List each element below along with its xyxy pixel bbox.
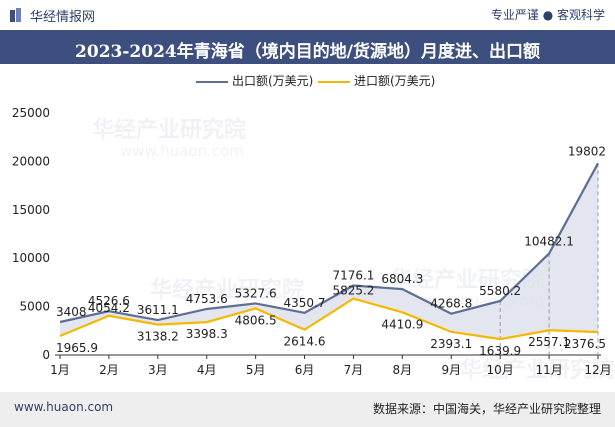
import-data-label: 3398.3 xyxy=(186,327,228,341)
import-data-label: 4806.5 xyxy=(235,313,277,327)
x-tick-label: 10月 xyxy=(487,363,514,377)
footer-source: 数据来源：中国海关，华经产业研究院整理 xyxy=(372,402,601,416)
import-data-label: 2376.5 xyxy=(564,337,606,351)
chart-title: 2023-2024年青海省（境内目的地/货源地）月度进、出口额 xyxy=(75,42,540,62)
legend-export-label: 出口额(万美元) xyxy=(232,74,314,88)
watermark-url-1: www.huaon.com xyxy=(120,142,244,160)
y-axis: 0 5000 10000 15000 20000 25000 xyxy=(12,106,50,362)
footer-website: www.huaon.com xyxy=(14,400,114,414)
import-series-line xyxy=(59,297,599,341)
y-tick-label: 10000 xyxy=(12,251,50,265)
watermark-1: 华经产业研究院 xyxy=(92,118,247,143)
export-data-label: 3408 xyxy=(56,305,87,319)
export-data-label: 5580.2 xyxy=(479,284,521,298)
export-data-label: 4268.8 xyxy=(430,297,472,311)
export-data-label: 19802 xyxy=(568,144,606,158)
y-tick-label: 0 xyxy=(42,348,50,362)
export-data-label: 10482.1 xyxy=(524,235,574,249)
x-tick-label: 12月 xyxy=(584,363,611,377)
import-data-label: 1639.9 xyxy=(479,344,521,358)
export-data-label: 6804.3 xyxy=(381,272,423,286)
import-data-label: 2393.1 xyxy=(430,337,472,351)
import-data-label: 2557.1 xyxy=(528,335,570,349)
y-tick-label: 5000 xyxy=(19,300,50,314)
x-tick-label: 8月 xyxy=(393,363,413,377)
export-data-label: 4350.7 xyxy=(284,296,326,310)
y-tick-label: 20000 xyxy=(12,154,50,168)
import-data-label: 3138.2 xyxy=(137,330,179,344)
y-tick-label: 25000 xyxy=(12,106,50,120)
brand-name: 华经情报网 xyxy=(30,10,96,25)
import-data-label: 2614.6 xyxy=(284,335,326,349)
export-data-label: 7176.1 xyxy=(332,269,374,283)
export-data-label: 3611.1 xyxy=(137,303,179,317)
title-bar xyxy=(0,30,615,64)
legend: 出口额(万美元) 进口额(万美元) xyxy=(0,72,615,92)
export-data-label: 4526.6 xyxy=(88,294,130,308)
legend-import-swatch xyxy=(318,81,350,83)
line-chart: 0 5000 10000 15000 20000 25000 1月 2月 3月 4月 5月 6月 7月… xyxy=(12,106,612,377)
x-tick-label: 5月 xyxy=(246,363,266,377)
logo-icon xyxy=(10,8,21,22)
import-data-label: 5825.2 xyxy=(332,284,374,298)
top-bar: 华经情报网 专业严谨 ● 客观科学 xyxy=(0,0,615,30)
y-tick-label: 15000 xyxy=(12,203,50,217)
area-between-series xyxy=(60,163,598,340)
import-data-label: 1965.9 xyxy=(56,341,98,355)
import-data-label: 4054.2 xyxy=(88,301,130,315)
legend-export-swatch xyxy=(196,81,228,83)
x-tick-label: 4月 xyxy=(197,363,217,377)
x-tick-label: 9月 xyxy=(441,363,461,377)
x-tick-label: 2月 xyxy=(99,363,119,377)
x-tick-label: 11月 xyxy=(535,363,562,377)
x-axis: 1月 2月 3月 4月 5月 6月 7月 8月 9月 10月 11月 12月 xyxy=(50,354,612,377)
tagline: 专业严谨 ● 客观科学 xyxy=(490,8,605,22)
watermark-4: 华经产业研究院 xyxy=(460,358,615,383)
watermark-3: 华经产业研究院 xyxy=(150,278,305,303)
export-data-label: 4753.6 xyxy=(186,292,228,306)
x-tick-label: 7月 xyxy=(344,363,364,377)
footer-bar xyxy=(0,392,615,427)
x-tick-label: 1月 xyxy=(50,363,70,377)
export-series-line xyxy=(59,162,599,324)
export-data-label: 5327.6 xyxy=(235,286,277,300)
x-tick-label: 6月 xyxy=(295,363,315,377)
legend-import-label: 进口额(万美元) xyxy=(354,74,436,88)
import-data-label: 4410.9 xyxy=(381,317,423,331)
x-tick-label: 3月 xyxy=(148,363,168,377)
